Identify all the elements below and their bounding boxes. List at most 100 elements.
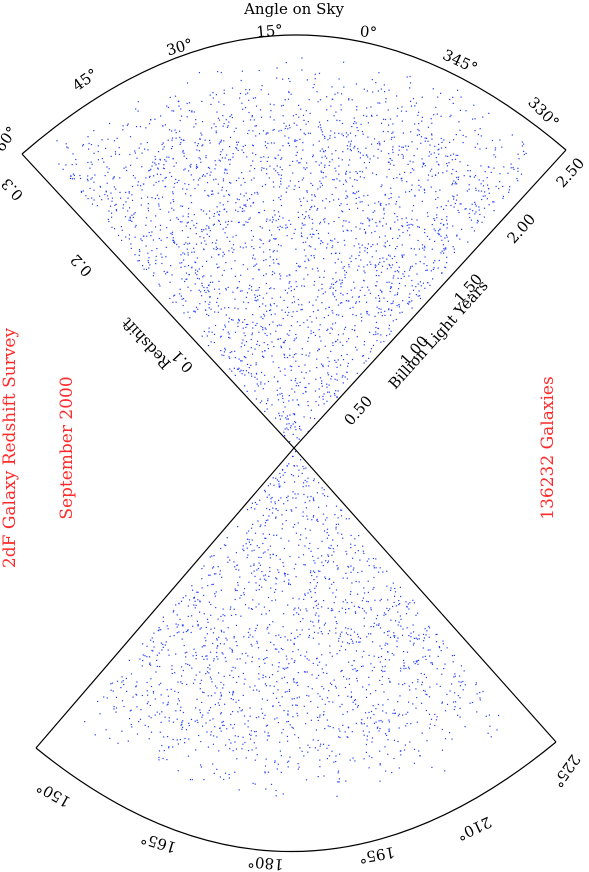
galaxy-point	[163, 146, 165, 148]
galaxy-point	[339, 120, 341, 122]
galaxy-point	[275, 697, 278, 699]
galaxy-point	[424, 189, 426, 191]
galaxy-point	[295, 532, 297, 534]
galaxy-point	[339, 633, 341, 635]
galaxy-point	[231, 370, 233, 372]
galaxy-point	[231, 319, 233, 321]
galaxy-point	[268, 240, 270, 242]
galaxy-point	[369, 158, 371, 160]
galaxy-point	[409, 267, 411, 269]
galaxy-point	[280, 275, 282, 277]
galaxy-point	[337, 258, 339, 260]
galaxy-point	[212, 281, 214, 283]
galaxy-point	[436, 214, 438, 216]
galaxy-point	[204, 301, 206, 303]
galaxy-point	[249, 628, 251, 630]
galaxy-point	[520, 173, 523, 175]
galaxy-point	[346, 353, 348, 356]
galaxy-point	[366, 311, 368, 313]
galaxy-point	[238, 676, 240, 678]
galaxy-point	[246, 199, 248, 201]
galaxy-point	[125, 166, 127, 168]
galaxy-point	[384, 118, 387, 121]
galaxy-point	[286, 356, 289, 359]
galaxy-point	[185, 631, 187, 633]
galaxy-point	[446, 703, 449, 705]
galaxy-point	[334, 394, 336, 396]
galaxy-point	[252, 689, 255, 691]
galaxy-point	[359, 157, 361, 159]
galaxy-point	[273, 303, 275, 305]
galaxy-point	[269, 256, 271, 258]
galaxy-point	[181, 683, 183, 685]
galaxy-point	[367, 156, 369, 158]
galaxy-point	[307, 518, 309, 520]
galaxy-point	[180, 138, 182, 141]
galaxy-point	[166, 759, 168, 761]
galaxy-point	[390, 197, 392, 199]
galaxy-point	[339, 279, 341, 281]
galaxy-point	[299, 620, 302, 623]
galaxy-point	[390, 330, 392, 332]
galaxy-point	[318, 329, 320, 331]
galaxy-point	[350, 289, 352, 291]
galaxy-point	[333, 220, 335, 223]
galaxy-point	[185, 656, 187, 658]
galaxy-point	[216, 263, 218, 265]
galaxy-point	[286, 497, 288, 499]
galaxy-point	[156, 665, 158, 667]
galaxy-point	[288, 400, 290, 402]
galaxy-point	[218, 636, 220, 638]
galaxy-point	[289, 555, 291, 558]
galaxy-point	[266, 699, 268, 701]
galaxy-point	[403, 651, 405, 653]
galaxy-point	[426, 694, 428, 696]
galaxy-point	[387, 634, 389, 636]
galaxy-point	[241, 210, 243, 212]
galaxy-point	[264, 383, 266, 385]
galaxy-point	[290, 379, 292, 381]
galaxy-point	[334, 93, 336, 95]
galaxy-point	[141, 189, 143, 191]
galaxy-point	[174, 95, 177, 97]
galaxy-point	[405, 613, 408, 615]
galaxy-point	[319, 661, 321, 663]
galaxy-point	[230, 724, 232, 726]
galaxy-point	[302, 486, 304, 488]
galaxy-point	[236, 198, 238, 200]
galaxy-point	[158, 652, 160, 654]
galaxy-point	[300, 534, 302, 536]
galaxy-point	[189, 599, 191, 601]
galaxy-point	[332, 98, 334, 100]
galaxy-point	[378, 623, 380, 625]
galaxy-point	[305, 507, 307, 509]
galaxy-point	[429, 144, 431, 146]
galaxy-point	[291, 658, 293, 660]
galaxy-point	[241, 290, 243, 292]
galaxy-point	[204, 240, 206, 242]
galaxy-point	[338, 157, 340, 159]
galaxy-point	[386, 335, 388, 337]
galaxy-point	[379, 144, 381, 146]
galaxy-point	[160, 694, 162, 696]
galaxy-point	[229, 136, 232, 138]
galaxy-point	[446, 223, 448, 225]
galaxy-point	[452, 102, 454, 104]
galaxy-point	[378, 571, 380, 573]
galaxy-point	[88, 142, 90, 145]
galaxy-point	[263, 260, 265, 262]
galaxy-point	[416, 219, 418, 221]
galaxy-point	[240, 346, 242, 348]
galaxy-point	[219, 154, 221, 156]
galaxy-point	[274, 501, 276, 503]
galaxy-point	[392, 131, 394, 133]
galaxy-point	[242, 247, 244, 249]
galaxy-point	[142, 265, 144, 267]
galaxy-point	[342, 601, 344, 603]
galaxy-point	[487, 732, 489, 734]
galaxy-point	[469, 170, 471, 172]
galaxy-point	[181, 115, 183, 117]
galaxy-point	[409, 741, 411, 743]
galaxy-point	[129, 710, 131, 712]
galaxy-point	[237, 325, 239, 327]
